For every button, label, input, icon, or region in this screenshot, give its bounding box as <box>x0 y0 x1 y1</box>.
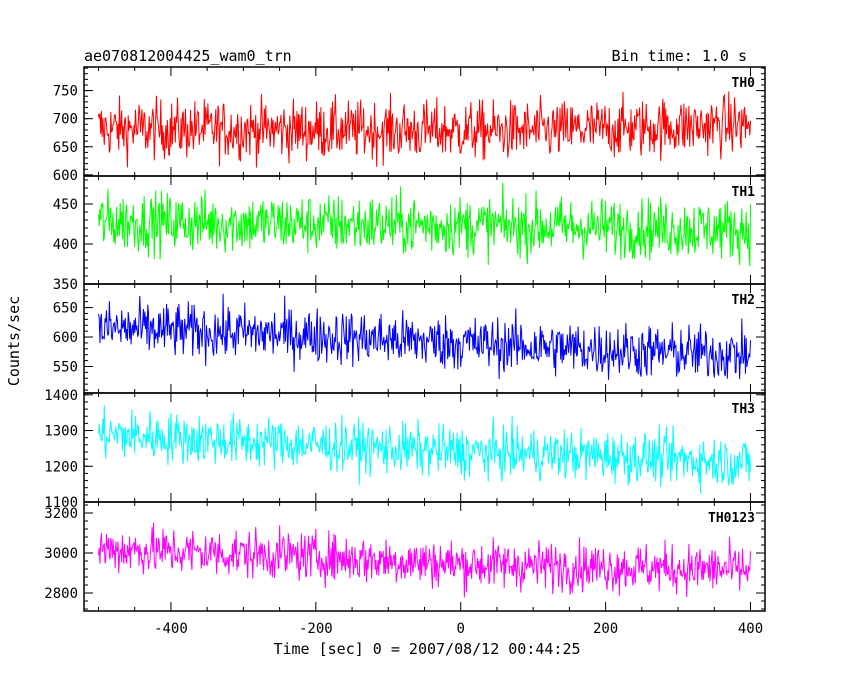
y-tick-label: 600 <box>53 330 78 346</box>
y-tick-label: 3000 <box>44 546 78 562</box>
y-tick-label: 350 <box>53 277 78 293</box>
y-tick-label: 550 <box>53 359 78 375</box>
x-tick-label: -400 <box>154 621 188 637</box>
y-axis-label: Counts/sec <box>5 296 23 386</box>
chart-subtitle: Bin time: 1.0 s <box>612 47 747 65</box>
y-tick-label: 3200 <box>44 506 78 522</box>
y-tick-label: 450 <box>53 197 78 213</box>
y-tick-label: 650 <box>53 140 78 156</box>
y-tick-label: 750 <box>53 84 78 100</box>
y-tick-label: 1400 <box>44 388 78 404</box>
y-tick-label: 1100 <box>44 495 78 511</box>
x-tick-label: -200 <box>299 621 333 637</box>
y-tick-label: 1300 <box>44 424 78 440</box>
y-tick-label: 2800 <box>44 586 78 602</box>
y-tick-label: 700 <box>53 112 78 128</box>
x-tick-label: 200 <box>593 621 618 637</box>
y-tick-label: 1200 <box>44 459 78 475</box>
panel-label-th2: TH2 <box>732 293 755 308</box>
x-tick-label: 400 <box>738 621 763 637</box>
y-tick-label: 400 <box>53 237 78 253</box>
series-line-th3 <box>97 404 752 494</box>
series-line-th1 <box>97 182 752 267</box>
series-line-th0 <box>97 91 752 168</box>
panel-label-th3: TH3 <box>732 402 755 417</box>
panel-label-th0: TH0 <box>732 76 756 91</box>
y-tick-label: 600 <box>53 168 78 184</box>
panel-label-th0123: TH0123 <box>708 511 755 526</box>
x-axis-label: Time [sec] 0 = 2007/08/12 00:44:25 <box>273 640 580 658</box>
x-tick-label: 0 <box>457 621 465 637</box>
y-tick-label: 650 <box>53 301 78 317</box>
series-line-th0123 <box>97 522 752 598</box>
series-line-th2 <box>97 293 752 380</box>
panels-group: 600 650 700 750 TH0 350 400 450 TH1 550 600 650 TH2 1… <box>44 66 766 637</box>
chart-title: ae070812004425_wam0_trn <box>84 47 292 65</box>
panel-label-th1: TH1 <box>732 185 756 200</box>
